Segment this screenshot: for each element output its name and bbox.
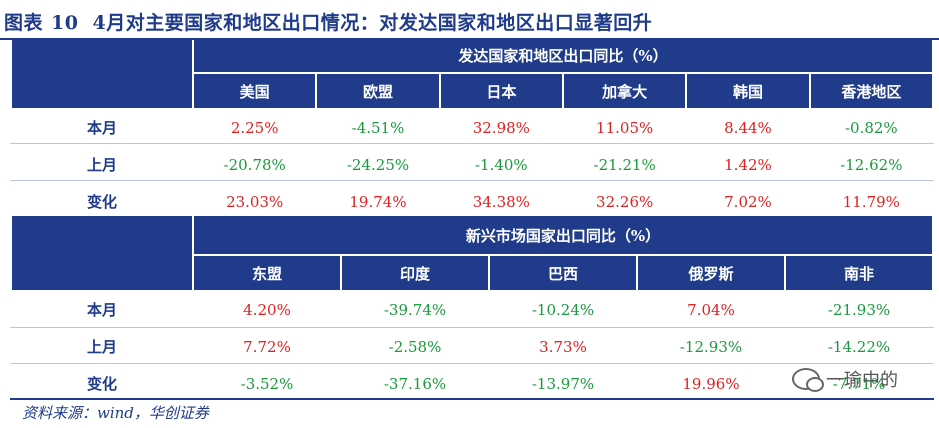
table-row: 上月 7.72% -2.58% 3.73% -12.93% -14.22%: [12, 329, 932, 364]
column-header: 巴西: [490, 256, 636, 290]
value-cell: 23.03%: [194, 184, 316, 219]
developed-table: 发达国家和地区出口同比（%） 美国 欧盟 日本 加拿大 韩国 香港地区 本月 2…: [10, 36, 934, 221]
row-label: 上月: [12, 329, 192, 364]
column-header: 加拿大: [563, 74, 686, 108]
value-cell: -21.21%: [563, 147, 686, 182]
value-cell: 7.04%: [638, 292, 784, 327]
row-label: 变化: [12, 184, 192, 219]
value-cell: -0.82%: [810, 110, 932, 145]
value-cell: -10.24%: [490, 292, 636, 327]
row-divider: [10, 143, 934, 144]
figure-number: 10: [51, 12, 79, 34]
value-cell: -14.22%: [786, 329, 932, 364]
value-cell: -4.51%: [317, 110, 439, 145]
value-cell: 4.20%: [194, 292, 340, 327]
value-cell: -37.16%: [342, 366, 488, 401]
value-cell: 7.72%: [194, 329, 340, 364]
value-cell: 19.96%: [638, 366, 784, 401]
figure-caption: 4月对主要国家和地区出口情况：对发达国家和地区出口显著回升: [92, 12, 653, 34]
value-cell: 7.02%: [687, 184, 809, 219]
row-divider: [10, 180, 934, 181]
value-cell: 11.79%: [810, 184, 932, 219]
figure-title: 图表 10 4月对主要国家和地区出口情况：对发达国家和地区出口显著回升: [4, 8, 652, 35]
column-header: 俄罗斯: [638, 256, 784, 290]
table-row: 变化 23.03% 19.74% 34.38% 32.26% 7.02% 11.…: [12, 184, 932, 219]
watermark-text: 一瑜中的: [826, 370, 898, 391]
value-cell: 3.73%: [490, 329, 636, 364]
value-cell: -12.62%: [810, 147, 932, 182]
value-cell: 32.26%: [563, 184, 686, 219]
table-row: 上月 -20.78% -24.25% -1.40% -21.21% 1.42% …: [12, 147, 932, 182]
column-header: 南非: [786, 256, 932, 290]
value-cell: -13.97%: [490, 366, 636, 401]
figure-prefix: 图表: [4, 12, 44, 34]
row-divider: [10, 363, 934, 364]
table-corner: [12, 216, 192, 290]
row-divider: [10, 327, 934, 328]
value-cell: -20.78%: [194, 147, 316, 182]
column-header: 欧盟: [317, 74, 439, 108]
column-header: 印度: [342, 256, 488, 290]
value-cell: 32.98%: [440, 110, 562, 145]
column-header: 香港地区: [810, 74, 932, 108]
row-label: 本月: [12, 292, 192, 327]
column-header: 美国: [194, 74, 316, 108]
section-title: 发达国家和地区出口同比（%）: [194, 38, 932, 72]
value-cell: 2.25%: [194, 110, 316, 145]
source-note: 资料来源：wind，华创证券: [22, 404, 209, 422]
column-header: 日本: [440, 74, 562, 108]
value-cell: -39.74%: [342, 292, 488, 327]
table-corner: [12, 38, 192, 108]
value-cell: -24.25%: [317, 147, 439, 182]
value-cell: -21.93%: [786, 292, 932, 327]
value-cell: 8.44%: [687, 110, 809, 145]
value-cell: -2.58%: [342, 329, 488, 364]
column-header: 韩国: [687, 74, 809, 108]
section-title: 新兴市场国家出口同比（%）: [194, 216, 932, 254]
value-cell: 1.42%: [687, 147, 809, 182]
value-cell: 19.74%: [317, 184, 439, 219]
row-label: 上月: [12, 147, 192, 182]
watermark: 一瑜中的: [792, 366, 898, 392]
column-header: 东盟: [194, 256, 340, 290]
table-row: 本月 4.20% -39.74% -10.24% 7.04% -21.93%: [12, 292, 932, 327]
wechat-icon: [792, 368, 824, 392]
value-cell: -12.93%: [638, 329, 784, 364]
value-cell: -3.52%: [194, 366, 340, 401]
value-cell: 11.05%: [563, 110, 686, 145]
row-label: 本月: [12, 110, 192, 145]
value-cell: 34.38%: [440, 184, 562, 219]
row-label: 变化: [12, 366, 192, 401]
value-cell: -1.40%: [440, 147, 562, 182]
bottom-rule: [10, 398, 934, 400]
table-row: 本月 2.25% -4.51% 32.98% 11.05% 8.44% -0.8…: [12, 110, 932, 145]
